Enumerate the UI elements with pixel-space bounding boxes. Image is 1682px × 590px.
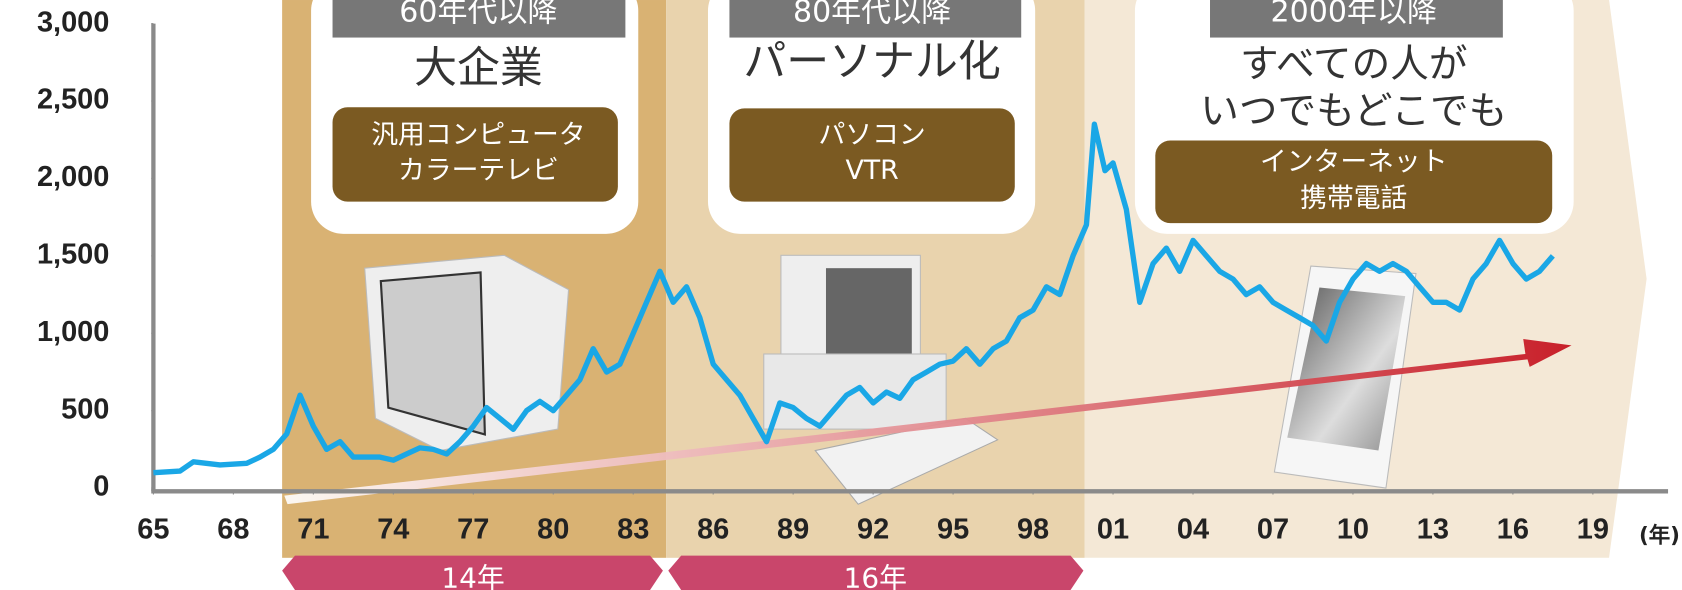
era-item: VTR xyxy=(845,155,898,186)
x-tick-label: 86 xyxy=(697,514,729,546)
era-title: いつでもどこでも xyxy=(1200,89,1507,134)
x-tick-label: 01 xyxy=(1097,514,1129,546)
era-item: パソコン xyxy=(819,120,926,151)
x-tick-label: 13 xyxy=(1417,514,1449,546)
x-tick-label: 74 xyxy=(377,514,409,546)
span-label: 16年 xyxy=(844,561,907,590)
x-tick-label: 95 xyxy=(937,514,969,546)
x-tick-label: 80 xyxy=(537,514,569,546)
era-title: パーソナル化 xyxy=(743,37,1000,87)
x-tick-label: 16 xyxy=(1497,514,1529,546)
era-heading: 2000年以降 xyxy=(1271,0,1437,29)
era-heading: 60年代以降 xyxy=(399,0,557,29)
x-tick-label: 04 xyxy=(1177,514,1209,546)
x-tick-label: 77 xyxy=(457,514,489,546)
era-item: 汎用コンピュータ xyxy=(371,120,585,151)
span-label: 14年 xyxy=(441,561,504,590)
y-tick-label: 1,000 xyxy=(37,316,109,348)
x-tick-label: 68 xyxy=(217,514,249,546)
x-tick-label: 98 xyxy=(1017,514,1049,546)
x-tick-label: 65 xyxy=(137,514,169,546)
x-tick-label: 83 xyxy=(617,514,649,546)
era-item: 携帯電話 xyxy=(1300,183,1407,214)
x-tick-label: 92 xyxy=(857,514,889,546)
y-tick-label: 2,500 xyxy=(37,84,109,116)
y-tick-label: 2,000 xyxy=(37,161,109,193)
era-item: インターネット xyxy=(1260,147,1448,178)
tv-illustration xyxy=(365,255,569,450)
era-item: カラーテレビ xyxy=(398,155,559,186)
x-tick-label: 07 xyxy=(1257,514,1289,546)
era-heading: 80年代以降 xyxy=(793,0,951,29)
y-tick-label: 3,000 xyxy=(37,6,109,38)
x-axis-unit: (年) xyxy=(1639,522,1680,548)
x-tick-label: 10 xyxy=(1337,514,1369,546)
x-tick-label: 19 xyxy=(1577,514,1609,546)
era-title: すべての人が xyxy=(1240,42,1467,87)
y-tick-label: 1,500 xyxy=(37,239,109,271)
era-title: 大企業 xyxy=(414,43,543,93)
x-tick-label: 71 xyxy=(297,514,329,546)
chart: (年) 0 500 1,000 1,500 2,000 2,500 3,000 65 68 71 7… xyxy=(0,0,1682,590)
x-tick-label: 89 xyxy=(777,514,809,546)
y-tick-label: 500 xyxy=(61,393,109,425)
y-tick-label: 0 xyxy=(93,471,109,503)
